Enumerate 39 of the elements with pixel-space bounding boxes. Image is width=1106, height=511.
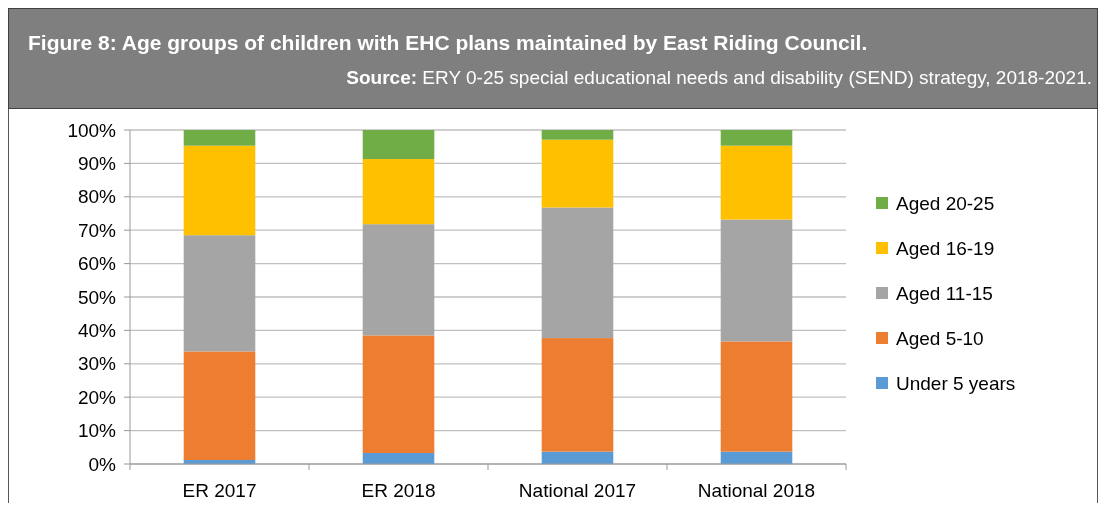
y-tick-label: 90% [77, 153, 117, 175]
y-tick-label: 100% [67, 119, 117, 141]
bar [541, 130, 614, 140]
bar [541, 207, 614, 339]
bar [720, 341, 793, 452]
legend-label: Aged 20-25 [896, 192, 995, 214]
y-tick-label: 20% [77, 386, 117, 408]
bar [541, 338, 614, 452]
y-tick-label: 10% [77, 420, 117, 442]
x-tick-label: ER 2018 [361, 480, 436, 501]
bar [183, 235, 256, 352]
bar [362, 159, 435, 225]
x-tick-label: ER 2017 [182, 480, 257, 501]
y-tick-label: 80% [77, 186, 117, 208]
bar [720, 219, 793, 342]
y-tick-label: 70% [77, 219, 117, 241]
legend-label: Aged 16-19 [896, 237, 995, 259]
bar [183, 145, 256, 236]
chart-subtitle: Source: ERY 0-25 special educational needs and disability (SEND) strategy, 2018-2021. [346, 67, 1092, 88]
bar [362, 335, 435, 453]
y-tick-label: 50% [77, 286, 117, 308]
legend-label: Aged 5-10 [896, 327, 984, 349]
bar [362, 452, 435, 464]
x-tick-label: National 2017 [518, 480, 637, 501]
bar [362, 224, 435, 336]
y-tick-label: 30% [77, 353, 117, 375]
bar [183, 351, 256, 460]
bar [183, 130, 256, 146]
x-tick-label: National 2018 [697, 480, 816, 501]
bar [720, 130, 793, 146]
y-tick-label: 0% [88, 453, 117, 475]
chart-title: Figure 8: Age groups of children with EHC plans maintained by East Riding Council. [28, 31, 868, 54]
y-tick-label: 60% [77, 253, 117, 275]
bar [541, 139, 614, 208]
bar [720, 145, 793, 220]
bar [362, 130, 435, 160]
y-tick-label: 40% [77, 320, 117, 342]
legend-label: Aged 11-15 [896, 282, 993, 304]
legend-label: Under 5 years [896, 372, 1016, 394]
